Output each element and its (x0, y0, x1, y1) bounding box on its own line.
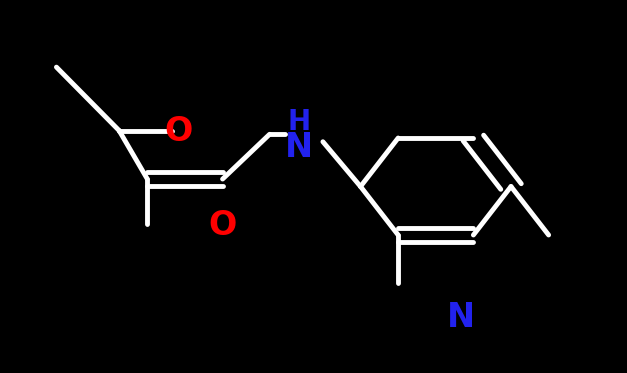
Text: N: N (447, 301, 475, 334)
Text: H: H (288, 108, 310, 137)
Text: O: O (208, 209, 237, 242)
Text: O: O (164, 115, 193, 148)
Text: N: N (285, 131, 313, 164)
